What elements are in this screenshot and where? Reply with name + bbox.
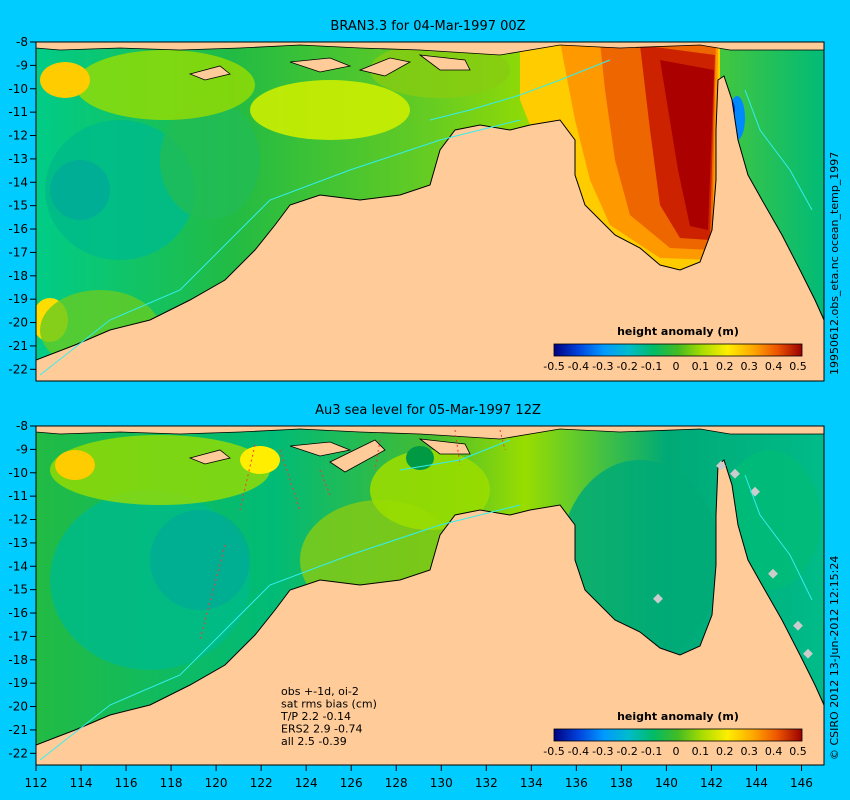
lat-tick-label: -14 — [8, 175, 28, 189]
colorbar-tick-label: 0.1 — [692, 745, 710, 758]
lat-tick-label: -19 — [8, 292, 28, 306]
lat-tick-label: -15 — [8, 583, 28, 597]
lon-tick-label: 134 — [520, 776, 543, 790]
lon-tick-label: 116 — [115, 776, 138, 790]
colorbar-tick-label: -0.1 — [641, 360, 662, 373]
lon-tick-label: 124 — [295, 776, 318, 790]
lon-tick-label: 146 — [790, 776, 813, 790]
lat-tick-label: -18 — [8, 653, 28, 667]
colorbar-tick-label: -0.3 — [592, 745, 613, 758]
lon-tick-label: 136 — [565, 776, 588, 790]
top-australia-land — [36, 75, 824, 381]
colorbar-tick-label: 0 — [673, 745, 680, 758]
stats-line: T/P 2.2 -0.14 — [280, 710, 351, 723]
bottom-panel-title: Au3 sea level for 05-Mar-1997 12Z — [315, 403, 541, 418]
side-label-top: 19950612.obs_eta.nc ocean_temp_1997 — [828, 152, 841, 375]
bottom-australia-land — [36, 459, 824, 765]
colorbar-tick-label: 0.3 — [740, 745, 758, 758]
lat-tick-label: -12 — [8, 513, 28, 527]
bottom-map — [36, 426, 824, 765]
lat-tick-label: -22 — [8, 362, 28, 376]
lat-tick-label: -14 — [8, 559, 28, 573]
lat-tick-label: -20 — [8, 316, 28, 330]
lat-tick-label: -9 — [16, 58, 28, 72]
lon-tick-label: 130 — [430, 776, 453, 790]
colorbar-tick-label: 0.4 — [765, 360, 783, 373]
colorbar-tick-label: -0.4 — [568, 745, 589, 758]
lon-tick-label: 122 — [250, 776, 273, 790]
lat-tick-label: -17 — [8, 245, 28, 259]
top-colorbar-label: height anomaly (m) — [617, 325, 739, 338]
lon-tick-label: 126 — [340, 776, 363, 790]
lon-ticks: 112 114 116 118 120 122 124 126 128 130 132 134 136 1… — [25, 765, 813, 790]
lon-tick-label: 128 — [385, 776, 408, 790]
lon-tick-label: 138 — [610, 776, 633, 790]
lon-tick-label: 142 — [700, 776, 723, 790]
colorbar-tick-label: -0.2 — [616, 745, 637, 758]
lat-tick-label: -13 — [8, 152, 28, 166]
lat-tick-label: -8 — [16, 35, 28, 49]
top-lat-ticks: -8 -9 -10 -11 -12 -13 -14 -15 -16 -17 -18 -19 -20 -21… — [8, 35, 36, 376]
colorbar-tick-label: -0.1 — [641, 745, 662, 758]
bottom-colorbar: height anomaly (m) -0.5 -0.4 -0.3 -0.2 -0.1 0… — [543, 710, 806, 758]
stats-line: all 2.5 -0.39 — [281, 735, 347, 748]
top-colorbar: height anomaly (m) -0.5 -0.4 -0.3 -0.2 -0.1 0… — [543, 325, 806, 373]
colorbar-tick-label: -0.5 — [543, 745, 564, 758]
lon-tick-label: 144 — [745, 776, 768, 790]
colorbar-tick-label: 0 — [673, 360, 680, 373]
lat-tick-label: -22 — [8, 746, 28, 760]
lon-tick-label: 140 — [655, 776, 678, 790]
top-map — [36, 42, 824, 381]
lat-tick-label: -13 — [8, 536, 28, 550]
colorbar-tick-label: -0.4 — [568, 360, 589, 373]
bottom-colorbar-ramp — [553, 728, 803, 742]
colorbar-tick-label: 0.3 — [740, 360, 758, 373]
lat-tick-label: -10 — [8, 82, 28, 96]
lon-tick-label: 112 — [25, 776, 48, 790]
lat-tick-label: -9 — [16, 442, 28, 456]
lat-tick-label: -21 — [8, 723, 28, 737]
side-label-bottom: © CSIRO 2012 13-Jun-2012 12:15:24 — [828, 556, 841, 760]
stats-line: obs +-1d, oi-2 — [281, 685, 359, 698]
colorbar-tick-label: 0.5 — [789, 360, 807, 373]
colorbar-tick-label: 0.1 — [692, 360, 710, 373]
top-colorbar-ramp — [553, 343, 803, 357]
bottom-map-frame — [35, 425, 825, 766]
lat-tick-label: -16 — [8, 606, 28, 620]
top-panel-title: BRAN3.3 for 04-Mar-1997 00Z — [330, 19, 525, 34]
colorbar-tick-label: 0.5 — [789, 745, 807, 758]
top-map-frame — [35, 41, 825, 382]
colorbar-tick-label: 0.2 — [716, 745, 734, 758]
lon-tick-label: 120 — [205, 776, 228, 790]
lat-tick-label: -10 — [8, 466, 28, 480]
lat-tick-label: -11 — [8, 105, 28, 119]
colorbar-tick-label: 0.2 — [716, 360, 734, 373]
lon-tick-label: 114 — [70, 776, 93, 790]
colorbar-tick-label: -0.2 — [616, 360, 637, 373]
lat-tick-label: -16 — [8, 222, 28, 236]
lat-tick-label: -18 — [8, 269, 28, 283]
lat-tick-label: -15 — [8, 199, 28, 213]
lat-tick-label: -12 — [8, 129, 28, 143]
colorbar-tick-label: -0.5 — [543, 360, 564, 373]
lat-tick-label: -11 — [8, 489, 28, 503]
colorbar-tick-label: 0.4 — [765, 745, 783, 758]
lat-tick-label: -8 — [16, 419, 28, 433]
bottom-lat-ticks: -8 -9 -10 -11 -12 -13 -14 -15 -16 -17 -18 -19 -20 -21… — [8, 419, 36, 760]
colorbar-tick-label: -0.3 — [592, 360, 613, 373]
lon-tick-label: 132 — [475, 776, 498, 790]
lon-tick-label: 118 — [160, 776, 183, 790]
lat-tick-label: -17 — [8, 629, 28, 643]
stats-line: ERS2 2.9 -0.74 — [281, 723, 363, 736]
bottom-colorbar-label: height anomaly (m) — [617, 710, 739, 723]
lat-tick-label: -20 — [8, 700, 28, 714]
lat-tick-label: -21 — [8, 339, 28, 353]
lat-tick-label: -19 — [8, 676, 28, 690]
stats-line: sat rms bias (cm) — [281, 698, 377, 711]
